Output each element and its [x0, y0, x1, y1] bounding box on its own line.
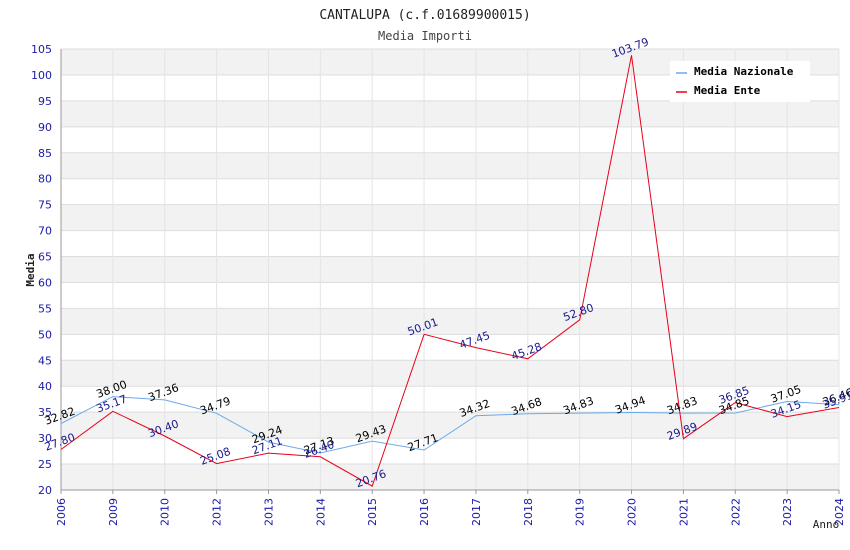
x-tick-label: 2010 [159, 498, 172, 526]
y-tick-label: 35 [38, 406, 52, 419]
background-bands [61, 49, 839, 490]
x-tick-label: 2016 [418, 498, 431, 526]
y-tick-label: 100 [31, 69, 52, 82]
data-label: 45.28 [510, 340, 544, 363]
y-tick-label: 90 [38, 121, 52, 134]
x-tick-label: 2006 [55, 498, 68, 526]
y-tick-label: 80 [38, 173, 52, 186]
legend-box [670, 61, 810, 102]
x-tick-label: 2024 [833, 498, 846, 526]
y-tick-label: 40 [38, 380, 52, 393]
legend-label-media-ente: Media Ente [694, 84, 761, 97]
y-tick-label: 65 [38, 251, 52, 264]
x-tick-label: 2022 [729, 498, 742, 526]
y-tick-label: 75 [38, 199, 52, 212]
x-tick-label: 2014 [314, 498, 327, 526]
background-band [61, 256, 839, 283]
chart-subtitle: Media Importi [378, 29, 472, 43]
y-tick-label: 45 [38, 354, 52, 367]
legend: Media Nazionale Media Ente [670, 61, 810, 102]
background-band [61, 360, 839, 387]
y-tick-label: 50 [38, 328, 52, 341]
y-tick-label: 85 [38, 147, 52, 160]
chart-title: CANTALUPA (c.f.01689900015) [319, 8, 530, 23]
axes [60, 49, 840, 494]
series-line-0 [60, 396, 840, 454]
background-band [61, 464, 839, 490]
y-tick-label: 30 [38, 432, 52, 445]
series-line-1 [60, 55, 840, 487]
x-tick-label: 2020 [626, 498, 639, 526]
x-tick-label: 2012 [211, 498, 224, 526]
series-lines [60, 55, 840, 487]
x-tick-label: 2013 [262, 498, 275, 526]
y-tick-label: 60 [38, 276, 52, 289]
y-tick-label: 70 [38, 225, 52, 238]
y-tick-label: 55 [38, 302, 52, 315]
x-tick-label: 2009 [107, 498, 120, 526]
y-tick-label: 25 [38, 458, 52, 471]
legend-label-media-nazionale: Media Nazionale [694, 65, 794, 78]
y-tick-label: 95 [38, 95, 52, 108]
x-tick-labels: 2006 2009 2010 2012 2013 2014 2015 2016 2017 2018… [55, 498, 846, 526]
y-tick-labels: 20 25 30 35 40 45 50 55 60 65 70 75 80 85 90 95 100 105 [31, 43, 52, 497]
x-tick-label: 2015 [366, 498, 379, 526]
background-band [61, 152, 839, 179]
x-tick-label: 2019 [574, 498, 587, 526]
background-band [61, 100, 839, 127]
background-band [61, 308, 839, 335]
x-tick-label: 2023 [781, 498, 794, 526]
background-band [61, 412, 839, 439]
x-tick-label: 2021 [677, 498, 690, 526]
y-axis-label: Media [24, 253, 37, 286]
y-tick-label: 105 [31, 43, 52, 56]
grid-lines [60, 48, 840, 491]
x-tick-label: 2018 [522, 498, 535, 526]
x-tick-label: 2017 [470, 498, 483, 526]
background-band [61, 204, 839, 231]
y-tick-label: 20 [38, 484, 52, 497]
x-axis-label: Anno [813, 518, 840, 531]
